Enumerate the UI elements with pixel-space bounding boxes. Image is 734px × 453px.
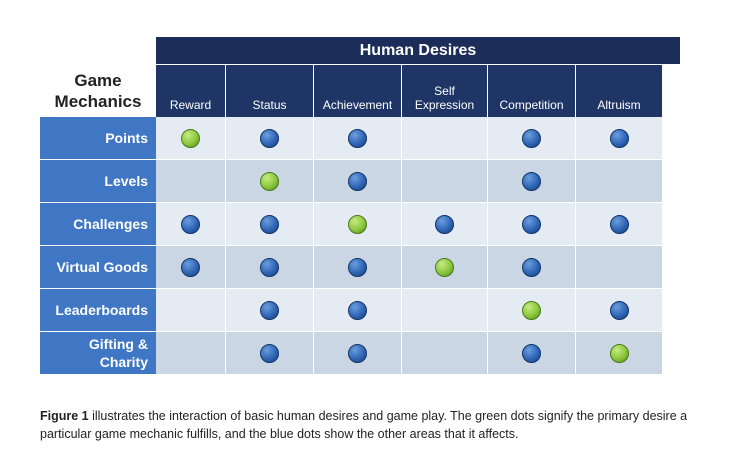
secondary-desire-dot [609,214,629,234]
table-cell [226,203,314,245]
table-cell [156,332,226,374]
secondary-desire-dot [435,214,454,234]
table-cell [314,160,402,202]
table-cell [402,203,488,245]
primary-desire-dot [260,171,279,191]
column-header: Altruism [576,65,662,117]
secondary-desire-dot [522,171,541,191]
table-cell [226,289,314,331]
secondary-desire-dot [348,128,367,148]
table-cell [226,160,314,202]
primary-desire-dot [522,300,541,320]
mechanics-desires-grid: Points Levels Challenges Virtual Goods Leade… [40,117,680,375]
row-label: Leaderboards [40,289,156,331]
table-row: Challenges [40,203,680,246]
secondary-desire-dot [609,128,629,148]
table-cell [156,160,226,202]
caption-text: illustrates the interaction of basic hum… [40,409,688,441]
primary-desire-dot [181,128,200,148]
table-cell [226,246,314,288]
secondary-desire-dot [609,300,629,320]
table-cell [314,203,402,245]
table-cell [576,117,662,159]
table-cell [488,289,576,331]
table-cell [488,203,576,245]
table-cell [156,203,226,245]
table-row: Points [40,117,680,160]
human-desires-title: Human Desires [359,41,477,59]
row-label: Virtual Goods [40,246,156,288]
primary-desire-dot [435,257,454,277]
secondary-desire-dot [260,343,279,363]
table-row: Levels [40,160,680,203]
column-header: Reward [156,65,226,117]
table-cell [576,203,662,245]
table-cell [156,117,226,159]
table-cell [156,246,226,288]
table-row: Gifting & Charity [40,332,680,375]
secondary-desire-dot [260,214,279,234]
secondary-desire-dot [181,214,200,234]
column-header: Competition [488,65,576,117]
table-cell [402,117,488,159]
row-label: Points [40,117,156,159]
secondary-desire-dot [522,343,541,363]
primary-desire-dot [609,343,629,363]
table-cell [314,289,402,331]
game-mechanics-label: Game Mechanics [54,71,142,111]
table-cell [402,289,488,331]
secondary-desire-dot [348,171,367,191]
column-header: Self Expression [402,65,488,117]
column-header: Achievement [314,65,402,117]
secondary-desire-dot [522,128,541,148]
table-cell [576,289,662,331]
row-label: Challenges [40,203,156,245]
table-cell [576,332,662,374]
table-cell [226,117,314,159]
table-cell [402,332,488,374]
table-cell [156,289,226,331]
table-row: Leaderboards [40,289,680,332]
secondary-desire-dot [260,257,279,277]
table-cell [314,332,402,374]
column-header: Status [226,65,314,117]
table-cell [488,160,576,202]
primary-desire-dot [348,214,367,234]
secondary-desire-dot [348,343,367,363]
column-header-row: Reward Status Achievement Self Expression Co… [156,65,680,117]
secondary-desire-dot [522,257,541,277]
table-cell [314,246,402,288]
table-cell [402,246,488,288]
table-cell [488,332,576,374]
table-cell [576,160,662,202]
secondary-desire-dot [348,257,367,277]
table-cell [226,332,314,374]
table-row: Virtual Goods [40,246,680,289]
caption-lead: Figure 1 [40,409,89,423]
secondary-desire-dot [260,128,279,148]
human-desires-header: Human Desires [156,37,680,64]
secondary-desire-dot [181,257,200,277]
table-cell [314,117,402,159]
row-label: Gifting & Charity [40,332,156,374]
figure-caption: Figure 1 illustrates the interaction of … [40,407,700,443]
secondary-desire-dot [348,300,367,320]
secondary-desire-dot [260,300,279,320]
row-label: Levels [40,160,156,202]
table-cell [488,117,576,159]
secondary-desire-dot [522,214,541,234]
table-cell [402,160,488,202]
table-cell [488,246,576,288]
table-cell [576,246,662,288]
